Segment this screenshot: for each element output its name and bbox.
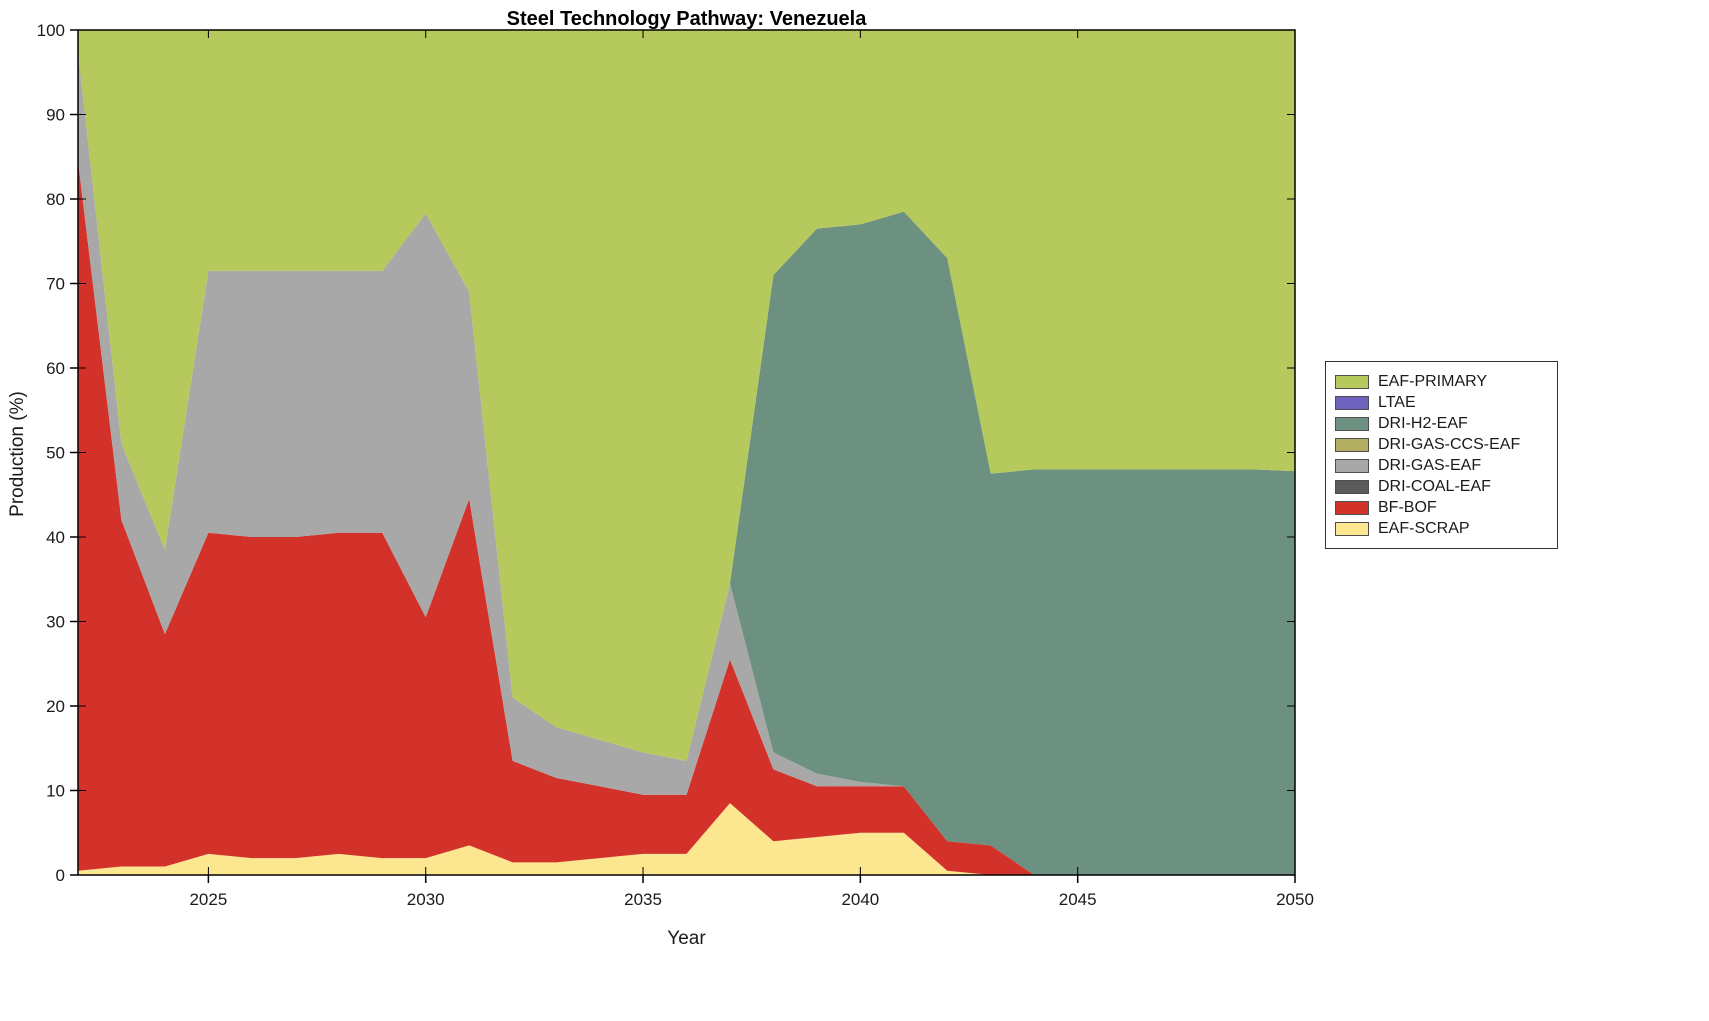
y-tick-label: 100 <box>37 21 65 40</box>
legend-label: BF-BOF <box>1378 498 1437 516</box>
chart-title: Steel Technology Pathway: Venezuela <box>506 8 867 30</box>
legend-label: DRI-GAS-CCS-EAF <box>1378 435 1521 453</box>
y-tick-label: 20 <box>46 697 65 716</box>
area-series-eaf-scrap <box>78 803 1295 875</box>
legend-swatch-dri-gas-eaf <box>1335 458 1369 473</box>
area-series-dri-h2-eaf <box>78 51 1295 875</box>
legend-item-ltae: LTAE <box>1335 392 1547 413</box>
y-tick-label: 80 <box>46 190 65 209</box>
legend-label: LTAE <box>1378 393 1416 411</box>
x-tick-label: 2025 <box>189 890 227 909</box>
legend: EAF-PRIMARY LTAE DRI-H2-EAF DRI-GAS-CCS-EAF… <box>1325 361 1558 549</box>
y-tick-label: 60 <box>46 359 65 378</box>
x-tick-label: 2050 <box>1276 890 1314 909</box>
legend-swatch-bf-bof <box>1335 500 1369 515</box>
legend-item-eaf-primary: EAF-PRIMARY <box>1335 371 1547 392</box>
x-tick-label: 2035 <box>624 890 662 909</box>
x-tick-label: 2040 <box>841 890 879 909</box>
legend-label: DRI-H2-EAF <box>1378 414 1468 432</box>
legend-swatch-dri-gas-ccs-eaf <box>1335 437 1369 452</box>
x-axis-label: Year <box>667 928 706 949</box>
legend-swatch-eaf-scrap <box>1335 521 1369 536</box>
y-tick-label: 40 <box>46 528 65 547</box>
area-series-bf-bof <box>78 160 1295 875</box>
y-tick-label: 10 <box>46 781 65 800</box>
legend-item-dri-coal-eaf: DRI-COAL-EAF <box>1335 476 1547 497</box>
y-axis-label: Production (%) <box>7 391 28 517</box>
x-tick-label: 2030 <box>407 890 445 909</box>
y-tick-label: 90 <box>46 105 65 124</box>
y-tick-label: 70 <box>46 274 65 293</box>
legend-swatch-ltae <box>1335 395 1369 410</box>
legend-item-dri-gas-ccs-eaf: DRI-GAS-CCS-EAF <box>1335 434 1547 455</box>
legend-label: EAF-PRIMARY <box>1378 372 1488 390</box>
plot-area <box>78 30 1295 875</box>
legend-swatch-eaf-primary <box>1335 374 1369 389</box>
x-tick-label: 2045 <box>1059 890 1097 909</box>
legend-label: EAF-SCRAP <box>1378 519 1470 537</box>
legend-label: DRI-GAS-EAF <box>1378 456 1482 474</box>
legend-item-dri-h2-eaf: DRI-H2-EAF <box>1335 413 1547 434</box>
y-tick-label: 50 <box>46 443 65 462</box>
legend-swatch-dri-coal-eaf <box>1335 479 1369 494</box>
legend-swatch-dri-h2-eaf <box>1335 416 1369 431</box>
y-tick-label: 0 <box>56 866 65 885</box>
area-series-eaf-primary <box>78 30 1295 761</box>
legend-item-dri-gas-eaf: DRI-GAS-EAF <box>1335 455 1547 476</box>
axis-ticks: 2025 2030 2035 2040 2045 20500102030405060708… <box>37 21 1314 909</box>
legend-item-bf-bof: BF-BOF <box>1335 497 1547 518</box>
legend-label: DRI-COAL-EAF <box>1378 477 1491 495</box>
legend-item-eaf-scrap: EAF-SCRAP <box>1335 518 1547 539</box>
y-tick-label: 30 <box>46 612 65 631</box>
area-series-dri-gas-eaf <box>78 51 1295 875</box>
